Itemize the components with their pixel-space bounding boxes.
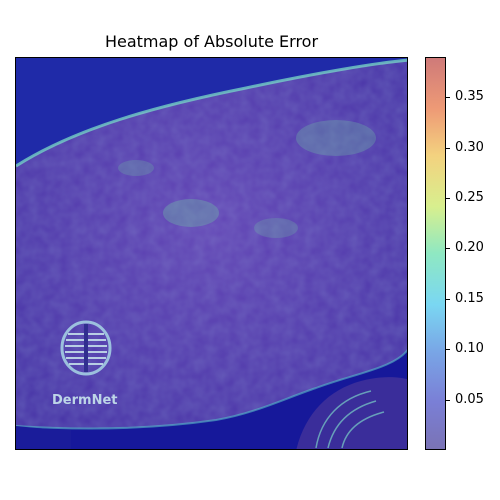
colorbar-svg (426, 58, 445, 449)
watermark-text: DermNet (52, 393, 117, 408)
colorbar-tick-label: 0.30 (455, 139, 484, 155)
colorbar-tick-mark (446, 298, 450, 300)
colorbar-ticks: 0.05 0.10 0.15 0.20 0.25 0.30 0.35 (446, 57, 500, 450)
heatmap-image: DermNet (15, 57, 408, 450)
heatmap-svg: DermNet (16, 58, 407, 449)
colorbar (425, 57, 446, 450)
colorbar-tick-label: 0.35 (455, 89, 484, 105)
skin-texture (16, 60, 407, 429)
fold-lines (315, 390, 385, 449)
colorbar-tick-mark (446, 97, 450, 99)
hotspot (118, 160, 154, 176)
colorbar-tick-mark (446, 349, 450, 351)
chart-title: Heatmap of Absolute Error (104, 32, 319, 51)
fold-region (296, 377, 407, 449)
bottom-left-region (16, 426, 71, 449)
hotspot (296, 120, 376, 156)
colorbar-tick-mark (446, 399, 450, 401)
watermark-logo (60, 320, 112, 376)
colorbar-tick-label: 0.20 (455, 240, 484, 256)
colorbar-tick-mark (446, 248, 450, 250)
hotspot (163, 199, 219, 227)
colorbar-tick-label: 0.25 (455, 190, 484, 206)
colorbar-tick-label: 0.15 (455, 290, 484, 306)
colorbar-tick-label: 0.10 (455, 341, 484, 357)
colorbar-tick-mark (446, 198, 450, 200)
hotspot (254, 218, 298, 238)
colorbar-tick-label: 0.05 (455, 391, 484, 407)
colorbar-tick-mark (446, 147, 450, 149)
